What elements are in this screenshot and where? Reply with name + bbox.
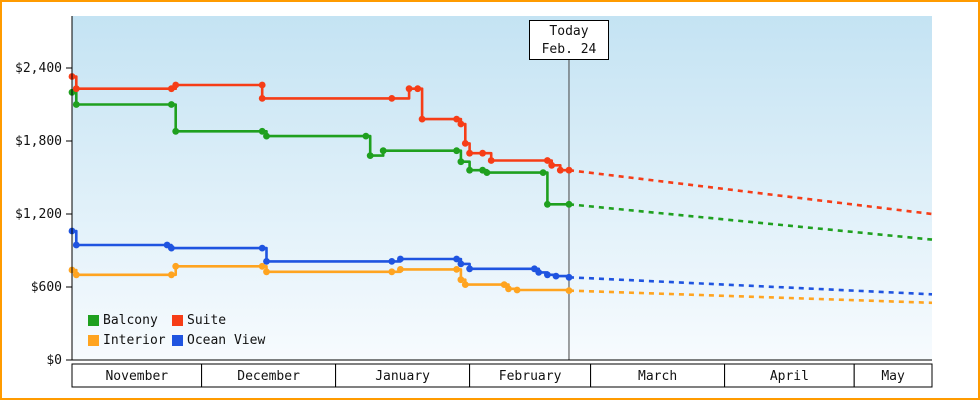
today-label: Today bbox=[549, 24, 589, 39]
series-point-suite bbox=[544, 157, 551, 164]
today-date: Feb. 24 bbox=[541, 42, 597, 57]
series-point-interior bbox=[513, 286, 521, 294]
series-forecast-suite bbox=[568, 168, 933, 216]
series-point-balcony bbox=[72, 101, 80, 108]
series-point-suite bbox=[461, 140, 469, 147]
series-point-balcony bbox=[263, 132, 270, 140]
series-point-ocean-view bbox=[168, 244, 175, 252]
ocean-view-swatch-icon bbox=[172, 335, 183, 346]
legend-label-interior: Interior bbox=[103, 333, 166, 348]
series-point-interior bbox=[500, 281, 508, 288]
series-point-suite bbox=[466, 149, 473, 157]
month-label: March bbox=[638, 369, 677, 384]
series-point-interior bbox=[453, 266, 460, 273]
today-label-box: Today Feb. 24 bbox=[529, 20, 609, 60]
series-point-balcony bbox=[457, 158, 465, 166]
series-point-suite bbox=[72, 85, 80, 93]
legend-label-balcony: Balcony bbox=[103, 313, 158, 328]
month-label: November bbox=[105, 369, 168, 384]
balcony-swatch-icon bbox=[88, 315, 99, 326]
series-point-suite bbox=[487, 157, 495, 164]
series-point-suite bbox=[457, 120, 465, 128]
series-point-ocean-view bbox=[466, 265, 473, 273]
series-point-balcony bbox=[362, 132, 370, 140]
y-axis-tick-label: $2,400 bbox=[15, 61, 62, 76]
series-point-ocean-view bbox=[263, 258, 270, 265]
series-point-balcony bbox=[258, 127, 266, 135]
legend-item-suite: Suite bbox=[172, 313, 265, 328]
series-point-suite bbox=[418, 115, 426, 123]
series-point-ocean-view bbox=[258, 244, 266, 252]
y-axis-tick-label: $600 bbox=[31, 280, 62, 295]
series-point-ocean-view bbox=[535, 269, 543, 276]
series-point-interior bbox=[457, 276, 465, 284]
series-point-ocean-view bbox=[453, 255, 460, 263]
legend-item-balcony: Balcony bbox=[88, 313, 172, 328]
series-point-suite bbox=[479, 149, 486, 157]
series-point-balcony bbox=[453, 147, 460, 155]
series-point-interior bbox=[72, 271, 80, 279]
series-point-ocean-view bbox=[544, 271, 551, 279]
series-point-ocean-view bbox=[72, 241, 80, 249]
series-point-suite bbox=[548, 161, 556, 169]
y-axis-tick-label: $0 bbox=[46, 353, 62, 368]
series-point-balcony bbox=[544, 200, 551, 208]
series-point-ocean-view bbox=[397, 255, 404, 263]
series-point-ocean-view bbox=[457, 260, 465, 268]
series-point-suite bbox=[172, 81, 180, 89]
legend-item-interior: Interior bbox=[88, 333, 172, 348]
series-point-balcony bbox=[565, 200, 573, 208]
series-point-balcony bbox=[539, 169, 547, 177]
month-label: January bbox=[375, 369, 430, 384]
legend-label-ocean-view: Ocean View bbox=[187, 333, 266, 348]
series-forecast-balcony bbox=[568, 203, 933, 241]
series-point-suite bbox=[388, 95, 396, 102]
legend-label-suite: Suite bbox=[187, 313, 227, 328]
series-point-interior bbox=[505, 285, 512, 293]
series-point-interior bbox=[565, 287, 573, 294]
month-label: December bbox=[237, 369, 300, 384]
month-label: April bbox=[770, 369, 809, 384]
series-point-suite bbox=[414, 85, 422, 93]
legend: Balcony Suite Interior Ocean View bbox=[88, 313, 265, 348]
series-point-balcony bbox=[379, 147, 387, 155]
y-axis-tick-label: $1,800 bbox=[15, 134, 62, 149]
series-point-suite bbox=[453, 115, 460, 123]
series-point-suite bbox=[258, 95, 266, 102]
series-point-suite bbox=[565, 166, 573, 174]
series-point-ocean-view bbox=[552, 272, 560, 280]
series-point-ocean-view bbox=[565, 273, 573, 281]
series-point-ocean-view bbox=[388, 258, 396, 265]
series-forecast-interior bbox=[568, 289, 933, 305]
series-point-interior bbox=[461, 281, 469, 288]
month-cell bbox=[853, 363, 933, 388]
interior-swatch-icon bbox=[88, 335, 99, 346]
series-point-balcony bbox=[168, 101, 175, 108]
series-point-interior bbox=[263, 268, 270, 276]
series-point-suite bbox=[405, 85, 413, 93]
series-forecast-ocean-view bbox=[568, 276, 933, 296]
y-axis-tick-label: $1,200 bbox=[15, 207, 62, 222]
series-point-interior bbox=[258, 262, 266, 270]
series-point-balcony bbox=[466, 166, 473, 174]
series-point-balcony bbox=[172, 127, 180, 135]
month-label: February bbox=[499, 369, 562, 384]
plot-background bbox=[72, 16, 932, 360]
series-point-interior bbox=[388, 268, 396, 276]
series-point-interior bbox=[168, 271, 175, 279]
suite-swatch-icon bbox=[172, 315, 183, 326]
month-label: May bbox=[881, 369, 905, 384]
series-point-suite bbox=[258, 81, 266, 89]
series-point-suite bbox=[556, 166, 564, 174]
series-point-balcony bbox=[366, 152, 374, 160]
series-point-interior bbox=[172, 262, 180, 270]
legend-item-ocean-view: Ocean View bbox=[172, 333, 265, 348]
series-point-balcony bbox=[483, 169, 491, 177]
series-point-interior bbox=[397, 266, 404, 273]
